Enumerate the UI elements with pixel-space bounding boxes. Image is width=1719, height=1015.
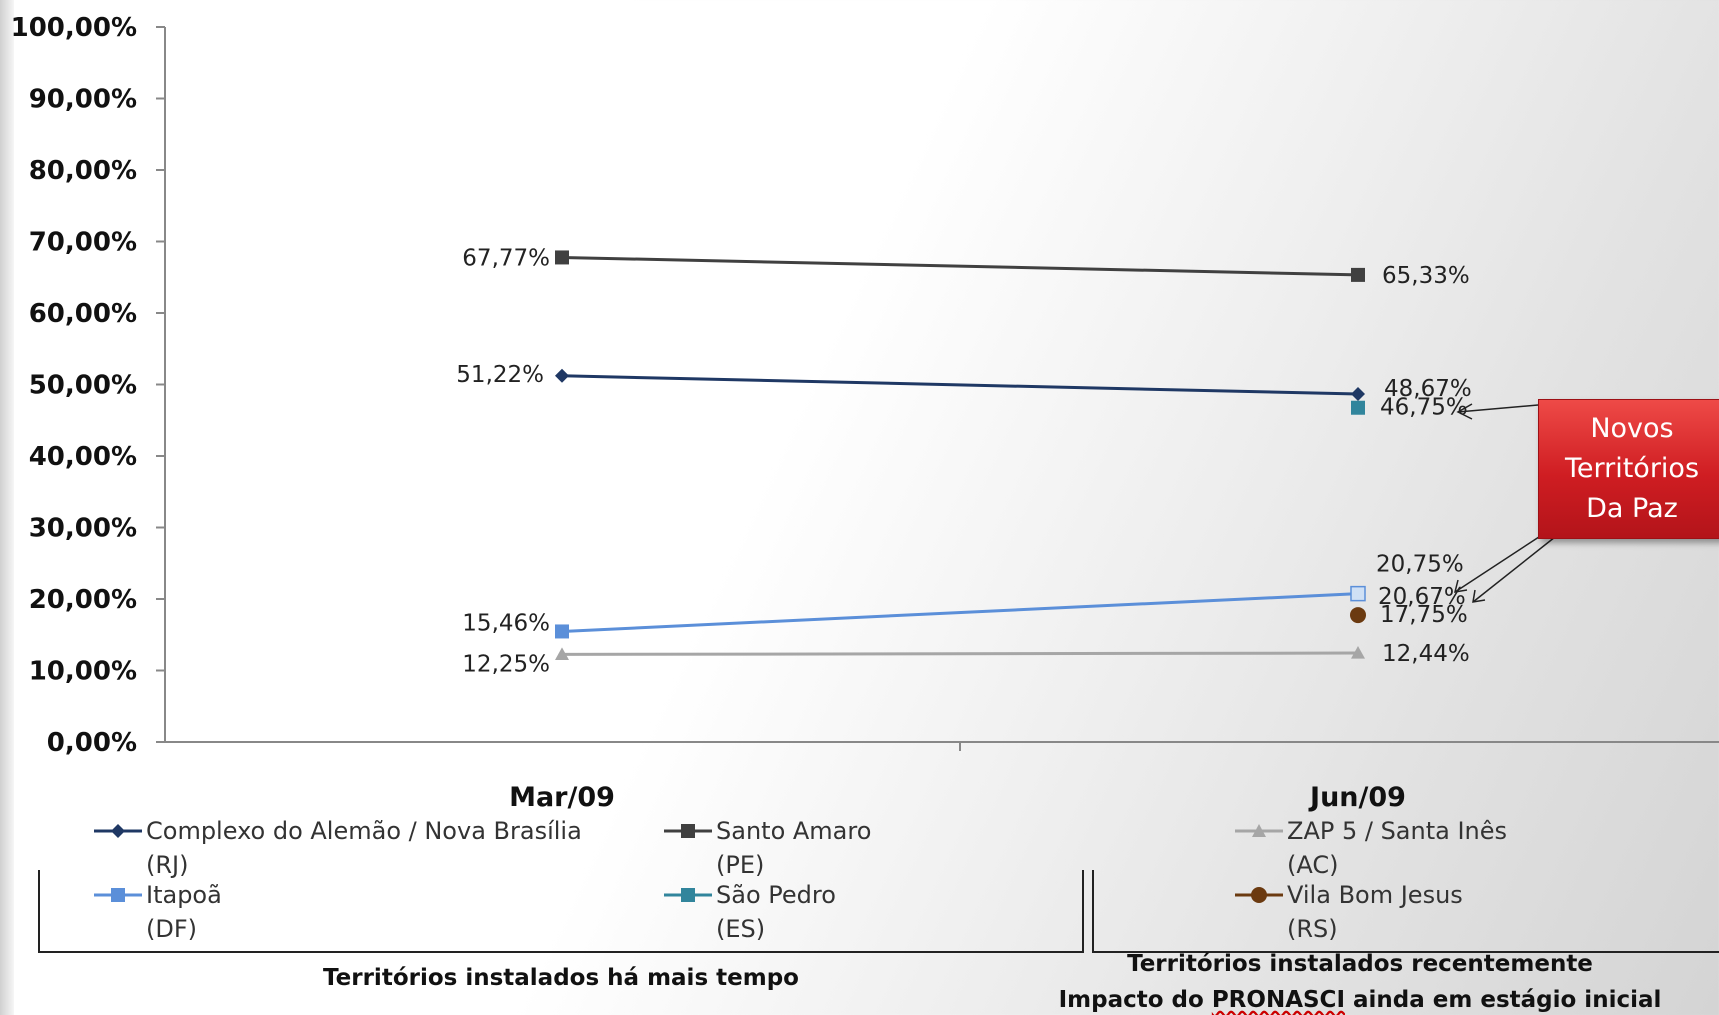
legend-marker-sao-pedro	[662, 882, 716, 908]
series-line-itapoa	[561, 592, 1359, 633]
data-label-itapoa: 20,75%	[1376, 552, 1464, 578]
legend-symbol	[111, 824, 125, 838]
y-tick-label: 0,00%	[47, 728, 137, 758]
callout-arrow-line	[1454, 532, 1546, 593]
callout-text: Novos Territórios Da Paz	[1564, 413, 1700, 524]
data-label-extra: 20,67%	[1378, 584, 1466, 610]
group-label-recent-1: Territórios instalados recentemente	[1127, 951, 1593, 977]
callout-arrow-line	[1472, 536, 1556, 603]
data-point-zap5	[555, 647, 569, 661]
x-category-label: Mar/09	[509, 782, 615, 813]
data-point-alemao	[555, 368, 569, 383]
legend-marker-svg	[94, 824, 142, 838]
y-tick-label: 30,00%	[29, 514, 137, 544]
group-label-recent-2-suffix: ainda em estágio inicial	[1345, 987, 1662, 1013]
y-tick-label: 90,00%	[29, 85, 137, 115]
x-category-label: Jun/09	[1308, 782, 1406, 813]
legend-label-alemao: Complexo do Alemão / Nova Brasília (RJ)	[146, 817, 582, 879]
legend-marker-zap5	[1233, 818, 1287, 844]
data-label-alemao: 48,67%	[1384, 376, 1472, 402]
data-point-santo-amaro	[555, 250, 569, 265]
legend-symbol	[681, 824, 695, 838]
novos-territorios-callout: Novos Territórios Da Paz	[1538, 399, 1719, 539]
group-label-older: Territórios instalados há mais tempo	[323, 965, 799, 991]
callout-arrow-line	[1457, 404, 1539, 413]
data-label-itapoa: 15,46%	[462, 610, 550, 636]
legend-marker-svg	[664, 888, 712, 902]
y-tick-label: 40,00%	[29, 442, 137, 472]
legend-item-sao-pedro: São Pedro (ES)	[662, 881, 836, 946]
callout-arrow-head	[1456, 403, 1473, 420]
left-shadow-band	[0, 0, 14, 1015]
data-point-itapoa	[1350, 585, 1366, 602]
series-line-alemao	[561, 374, 1359, 396]
series-line-santo-amaro	[561, 255, 1359, 277]
data-label-santo-amaro: 67,77%	[462, 245, 550, 271]
callout-arrow-head	[1472, 589, 1486, 603]
legend-label-zap5: ZAP 5 / Santa Inês (AC)	[1287, 817, 1508, 879]
bracket-older-bottom	[38, 951, 1084, 953]
pronasci-text: PRONASCI	[1211, 987, 1345, 1013]
y-tick-label: 70,00%	[29, 228, 137, 258]
legend-marker-svg	[1235, 887, 1283, 903]
data-label-santo-amaro: 65,33%	[1382, 263, 1470, 289]
legend-item-vila-bom-jesus: Vila Bom Jesus (RS)	[1233, 881, 1463, 946]
y-tick-label: 60,00%	[29, 299, 137, 329]
data-point-zap5	[1351, 646, 1365, 659]
y-tick-label: 10,00%	[29, 657, 137, 687]
data-label-alemao: 51,22%	[456, 362, 544, 388]
legend-marker-svg	[664, 824, 712, 838]
group-label-recent-2-prefix: Impacto do	[1058, 987, 1212, 1013]
bracket-older-left	[38, 870, 40, 952]
legend-item-santo-amaro: Santo Amaro (PE)	[662, 817, 871, 882]
callout-arrow-head	[1453, 579, 1468, 593]
data-point-vila-bom-jesus	[1350, 607, 1366, 624]
y-tick-label: 50,00%	[29, 371, 137, 401]
y-tick-label: 100,00%	[11, 13, 137, 43]
data-label-zap5: 12,25%	[462, 651, 550, 677]
bracket-recent-left	[1092, 870, 1094, 952]
data-point-itapoa	[555, 624, 569, 639]
legend-label-santo-amaro: Santo Amaro (PE)	[716, 817, 872, 879]
data-label-zap5: 12,44%	[1382, 641, 1470, 667]
callout-arrows	[1453, 403, 1556, 603]
legend-label-itapoa: Itapoã (DF)	[146, 881, 222, 943]
legend-marker-santo-amaro	[662, 818, 716, 844]
legend-marker-vila-bom-jesus	[1233, 882, 1287, 908]
y-tick-label: 20,00%	[29, 585, 137, 615]
series-line-zap5	[561, 651, 1359, 656]
y-tick-label: 80,00%	[29, 156, 137, 186]
legend-item-zap5: ZAP 5 / Santa Inês (AC)	[1233, 817, 1507, 882]
legend-label-sao-pedro: São Pedro (ES)	[716, 881, 836, 943]
legend-symbol	[111, 888, 125, 902]
legend-symbol	[1251, 887, 1267, 903]
group-label-recent-2: Impacto do PRONASCI ainda em estágio ini…	[1040, 987, 1680, 1013]
legend-marker-alemao	[92, 818, 146, 844]
legend-symbol	[1252, 824, 1266, 837]
legend-marker-svg	[94, 888, 142, 902]
legend-marker-svg	[1235, 824, 1283, 837]
data-point-santo-amaro	[1351, 267, 1365, 282]
data-label-sao-pedro: 46,75%	[1380, 395, 1468, 421]
legend-item-alemao: Complexo do Alemão / Nova Brasília (RJ)	[92, 817, 582, 882]
data-point-sao-pedro	[1351, 400, 1365, 415]
data-point-alemao	[1351, 387, 1365, 402]
bracket-recent-bottom	[1092, 951, 1719, 953]
legend-marker-itapoa	[92, 882, 146, 908]
legend-label-vila-bom-jesus: Vila Bom Jesus (RS)	[1287, 881, 1463, 943]
legend-item-itapoa: Itapoã (DF)	[92, 881, 222, 946]
bracket-older-right	[1082, 870, 1084, 952]
data-label-vila-bom-jesus: 17,75%	[1380, 602, 1468, 628]
legend-symbol	[681, 888, 695, 902]
